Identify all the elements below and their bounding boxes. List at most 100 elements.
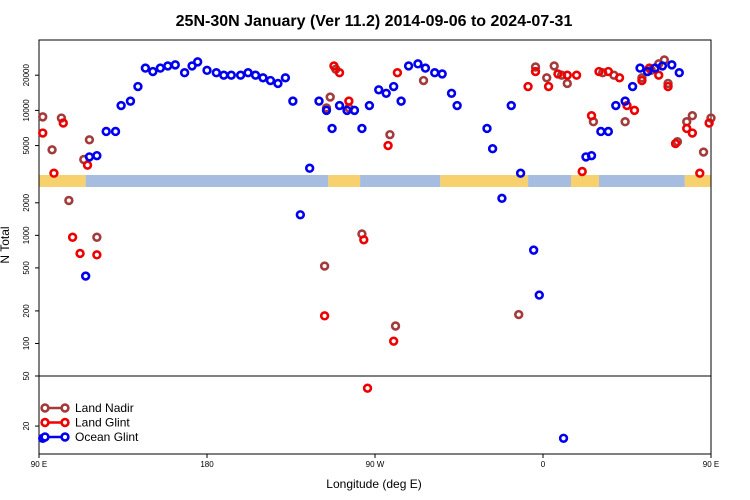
data-point <box>562 70 572 80</box>
coverage-band-2 <box>328 175 361 187</box>
data-point <box>704 118 714 128</box>
data-point <box>674 68 684 78</box>
data-point <box>670 138 681 149</box>
data-point <box>396 96 406 106</box>
chart-title: 25N-30N January (Ver 11.2) 2014-09-06 to… <box>176 13 573 30</box>
data-point <box>92 150 102 161</box>
x-axis-ticks: 90 E 180 90 W 0 90 E <box>31 454 719 469</box>
data-point <box>250 70 261 80</box>
data-point <box>657 61 668 71</box>
coverage-band-1 <box>85 175 329 187</box>
data-point <box>562 78 572 89</box>
data-point <box>543 81 554 92</box>
data-point <box>67 232 78 242</box>
data-point <box>620 96 630 106</box>
data-point <box>388 81 399 92</box>
data-point <box>642 66 653 77</box>
data-point <box>635 63 645 73</box>
data-point <box>319 261 330 271</box>
legend-marker <box>60 403 70 413</box>
data-point <box>514 309 524 320</box>
data-point <box>359 235 369 245</box>
data-point <box>614 73 625 83</box>
data-point <box>687 111 698 121</box>
data-point <box>577 166 587 177</box>
y-tick-label-upper-2: 20000 <box>22 64 31 87</box>
legend-marker <box>40 432 50 442</box>
data-point <box>179 68 190 78</box>
data-point <box>133 81 143 92</box>
x-tick-label-3: 0 <box>541 460 546 469</box>
data-point <box>58 118 68 128</box>
y-axis-label: N Total <box>0 226 12 263</box>
data-point <box>586 111 597 121</box>
y-tick-label-middle-2: 500 <box>22 261 31 275</box>
data-point <box>482 123 492 134</box>
coverage-band-4 <box>440 175 529 187</box>
data-point <box>603 126 614 137</box>
legend-item-0: Land Nadir <box>40 401 134 415</box>
data-point <box>627 81 638 92</box>
data-point <box>170 60 180 70</box>
data-point <box>446 88 457 98</box>
data-point <box>47 145 57 155</box>
data-point <box>140 63 151 73</box>
data-point <box>211 68 222 78</box>
data-point <box>110 126 121 137</box>
y-tick-label-lower-0: 20 <box>22 421 31 430</box>
legend-marker <box>60 417 70 428</box>
data-point <box>390 321 401 331</box>
y-tick-label-upper-0: 5000 <box>22 136 31 154</box>
data-point <box>698 147 709 157</box>
series-land-nadir <box>38 55 716 331</box>
y-tick-label-middle-1: 200 <box>22 304 31 318</box>
data-point <box>687 128 698 138</box>
plot-frame <box>38 39 712 455</box>
data-point <box>515 168 526 178</box>
data-points <box>38 55 716 443</box>
data-point <box>534 290 544 300</box>
data-point <box>226 70 236 80</box>
data-point <box>125 96 136 106</box>
data-point <box>362 383 373 393</box>
data-point <box>219 70 229 80</box>
data-point <box>327 123 337 134</box>
data-point <box>620 117 630 127</box>
data-point <box>192 57 203 67</box>
data-point <box>84 135 95 145</box>
data-point <box>235 70 246 80</box>
data-point <box>437 69 447 79</box>
data-point <box>530 62 541 72</box>
legend-marker <box>60 432 70 442</box>
series-land-glint <box>38 61 714 393</box>
legend-label: Land Glint <box>75 416 130 430</box>
data-point <box>594 66 604 77</box>
data-point <box>629 105 640 116</box>
data-point <box>420 63 431 73</box>
legend-label: Ocean Glint <box>75 430 139 444</box>
coverage-band-0 <box>39 175 86 187</box>
data-point <box>663 81 673 92</box>
data-point <box>452 100 462 111</box>
data-point <box>385 129 395 140</box>
data-point <box>542 73 552 83</box>
data-point <box>530 66 541 77</box>
x-tick-label-2: 90 W <box>366 460 385 469</box>
data-point <box>637 75 647 86</box>
data-point <box>80 271 91 281</box>
data-point <box>273 78 283 89</box>
y-tick-label-middle-0: 100 <box>22 336 31 350</box>
data-point <box>487 144 498 154</box>
data-point <box>413 59 423 69</box>
data-point <box>49 168 59 178</box>
data-point <box>295 210 306 220</box>
y-tick-label-middle-3: 1000 <box>22 226 31 244</box>
data-point <box>163 61 173 71</box>
data-point <box>265 75 276 86</box>
data-point <box>528 245 539 255</box>
data-point <box>321 105 332 116</box>
coverage-band-8 <box>684 175 711 187</box>
data-point <box>155 63 166 73</box>
data-point <box>667 60 677 70</box>
